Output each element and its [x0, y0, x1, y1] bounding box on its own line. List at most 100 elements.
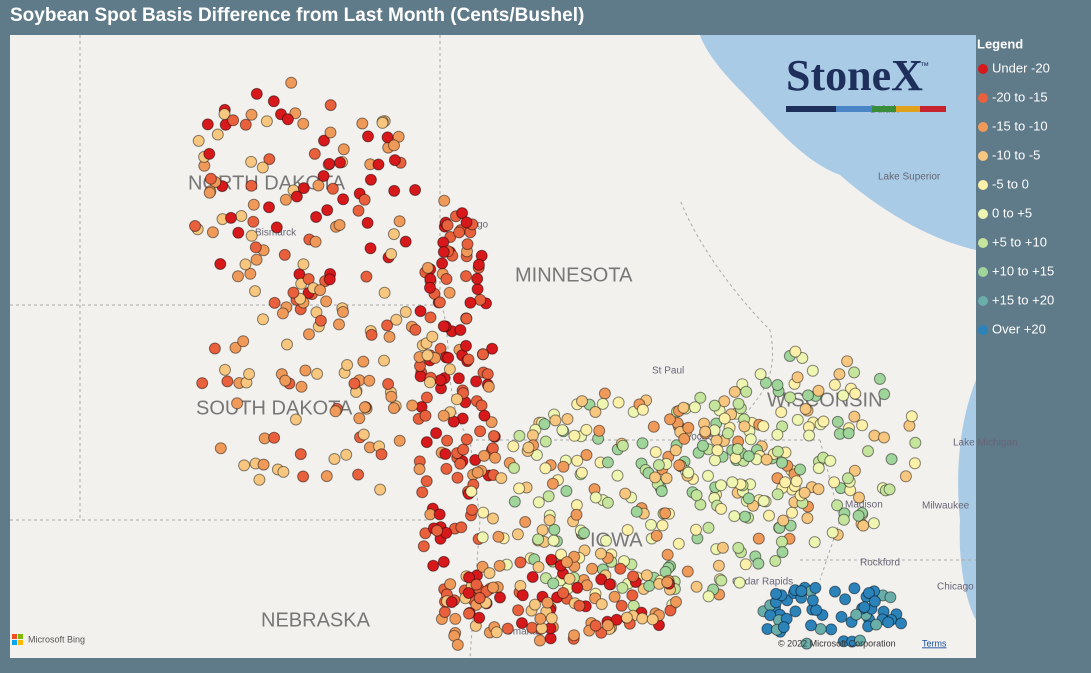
- location-dot: [835, 610, 848, 623]
- location-dot: [218, 108, 231, 121]
- location-dot: [508, 462, 520, 474]
- legend-swatch: [978, 325, 988, 335]
- location-dot: [214, 258, 227, 270]
- location-dot: [358, 193, 371, 206]
- location-dot: [739, 510, 751, 523]
- location-dot: [614, 562, 627, 575]
- location-dot: [526, 429, 539, 442]
- location-dot: [557, 587, 570, 599]
- location-dot: [752, 557, 765, 570]
- location-dot: [281, 113, 294, 126]
- location-dot: [470, 578, 483, 591]
- location-dot: [383, 330, 396, 343]
- location-dot: [689, 401, 701, 414]
- location-dot: [580, 423, 593, 436]
- location-dot: [393, 434, 406, 447]
- location-dot: [677, 401, 690, 414]
- location-dot: [777, 621, 790, 634]
- location-dot: [464, 296, 477, 309]
- location-dot: [278, 248, 291, 261]
- location-dot: [754, 368, 767, 381]
- location-dot: [247, 215, 260, 228]
- location-dot: [431, 524, 444, 537]
- location-dot: [532, 496, 545, 509]
- location-dot: [245, 155, 258, 168]
- location-dot: [532, 561, 545, 573]
- location-dot: [776, 546, 789, 559]
- legend-label: 0 to +5: [992, 205, 1032, 220]
- location-dot: [245, 179, 258, 192]
- location-dot: [899, 470, 912, 483]
- terms-link[interactable]: Terms: [922, 638, 947, 648]
- location-dot: [438, 194, 451, 207]
- location-dot: [712, 559, 725, 572]
- location-dot: [421, 349, 434, 362]
- location-dot: [798, 486, 811, 499]
- location-dot: [849, 387, 862, 400]
- location-dot: [249, 285, 261, 298]
- location-dot: [649, 471, 662, 484]
- location-dot: [595, 573, 608, 586]
- location-dot: [621, 524, 634, 536]
- legend-label: +15 to +20: [992, 292, 1054, 307]
- location-dot: [387, 402, 400, 415]
- logo-bar: [786, 106, 946, 112]
- location-dot: [341, 359, 354, 371]
- map: [10, 35, 976, 659]
- location-dot: [312, 179, 325, 192]
- state-label: NEBRASKA: [261, 609, 371, 631]
- legend-label: -15 to -10: [992, 118, 1048, 133]
- location-dot: [364, 242, 377, 255]
- location-dot: [831, 499, 844, 512]
- location-dot: [829, 585, 841, 598]
- location-dot: [376, 116, 389, 129]
- location-dot: [221, 375, 234, 388]
- location-dot: [777, 514, 790, 527]
- location-dot: [231, 397, 244, 410]
- location-dot: [414, 305, 427, 318]
- location-dot: [333, 318, 345, 331]
- location-dot: [732, 541, 745, 554]
- location-dot: [664, 413, 676, 426]
- location-dot: [299, 364, 312, 377]
- location-dot: [409, 323, 422, 336]
- location-dot: [682, 466, 695, 479]
- legend-swatch: [978, 122, 988, 132]
- location-dot: [694, 391, 707, 404]
- location-dot: [828, 476, 841, 489]
- location-dot: [416, 486, 429, 499]
- location-dot: [868, 429, 881, 442]
- location-dot: [514, 556, 527, 569]
- location-dot: [437, 246, 450, 258]
- location-dot: [522, 441, 535, 454]
- location-dot: [690, 580, 703, 593]
- location-dot: [364, 173, 377, 186]
- location-dot: [529, 598, 541, 611]
- location-dot: [616, 581, 629, 594]
- location-dot: [596, 397, 609, 410]
- location-dot: [556, 424, 569, 437]
- location-dot: [270, 221, 283, 234]
- legend-swatch: [978, 151, 988, 161]
- location-dot: [870, 618, 883, 631]
- location-dot: [419, 527, 432, 540]
- location-dot: [560, 556, 573, 569]
- location-dot: [852, 509, 865, 522]
- location-dot: [352, 204, 365, 217]
- location-dot: [775, 406, 788, 419]
- location-dot: [636, 437, 649, 450]
- location-dot: [455, 521, 468, 534]
- location-dot: [739, 558, 752, 571]
- location-dot: [611, 469, 624, 482]
- location-dot: [471, 466, 484, 479]
- location-dot: [699, 425, 712, 438]
- location-dot: [532, 533, 545, 546]
- location-dot: [297, 117, 310, 130]
- legend-swatch: [978, 238, 988, 248]
- location-dot: [757, 495, 770, 507]
- location-dot: [372, 158, 385, 171]
- location-dot: [476, 531, 489, 544]
- location-dot: [245, 108, 258, 121]
- location-dot: [326, 182, 339, 195]
